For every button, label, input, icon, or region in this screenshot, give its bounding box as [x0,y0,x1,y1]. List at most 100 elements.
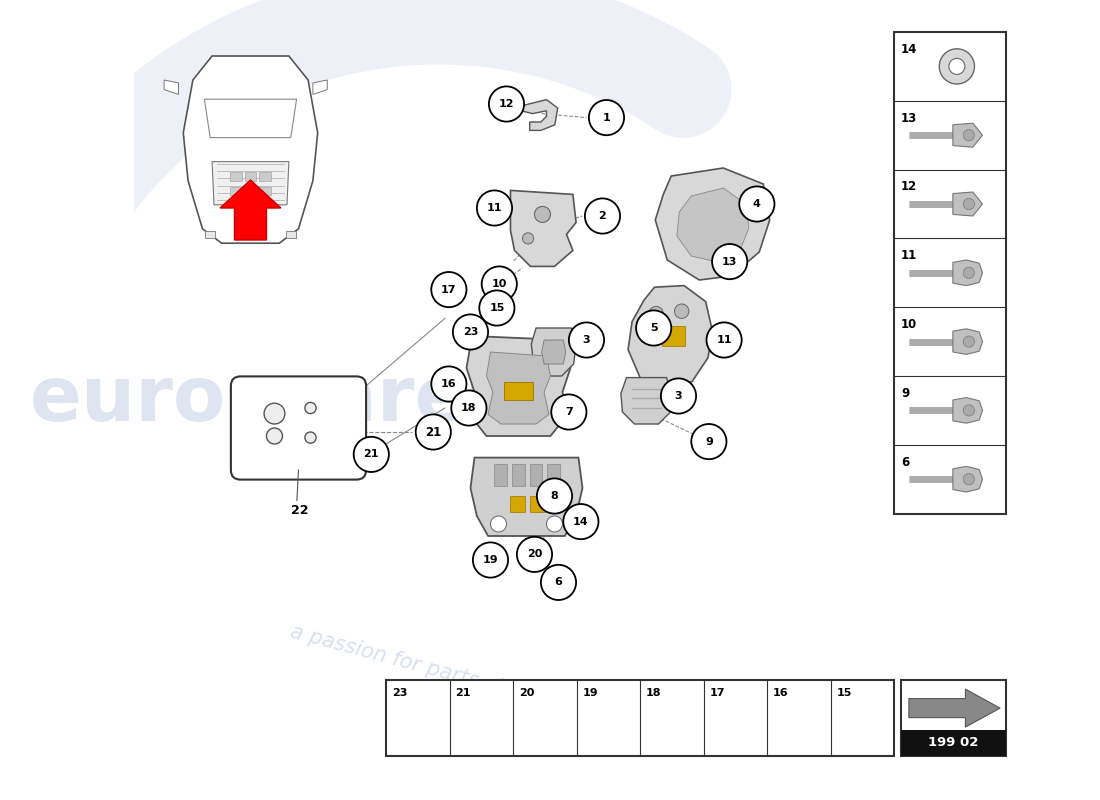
Circle shape [964,336,975,347]
Text: 19: 19 [483,555,498,565]
Circle shape [473,542,508,578]
Polygon shape [486,352,550,424]
Polygon shape [521,100,558,130]
Text: 10: 10 [492,279,507,289]
Text: 18: 18 [461,403,476,413]
Text: 20: 20 [519,688,535,698]
Circle shape [305,402,316,414]
Circle shape [522,233,534,244]
Text: 2: 2 [598,211,606,221]
Circle shape [949,58,965,74]
Circle shape [541,565,576,600]
Circle shape [431,272,466,307]
Circle shape [939,49,975,84]
Circle shape [661,378,696,414]
Text: 14: 14 [901,42,917,56]
Circle shape [416,414,451,450]
Circle shape [491,516,506,532]
Polygon shape [953,260,982,286]
Polygon shape [220,180,280,240]
Text: 16: 16 [441,379,456,389]
Text: 7: 7 [565,407,573,417]
Polygon shape [953,329,982,354]
Text: 11: 11 [901,249,917,262]
Circle shape [451,390,486,426]
Circle shape [674,304,689,318]
Circle shape [964,405,975,416]
Circle shape [964,267,975,278]
Bar [230,186,242,195]
Text: 9: 9 [901,386,909,400]
Circle shape [585,198,620,234]
Polygon shape [164,80,178,94]
Polygon shape [531,328,576,376]
Text: 23: 23 [463,327,478,337]
Text: 6: 6 [554,578,562,587]
Text: 14: 14 [573,517,588,526]
Polygon shape [953,192,982,216]
Circle shape [964,474,975,485]
Bar [206,230,214,238]
Circle shape [535,206,550,222]
Circle shape [354,437,389,472]
Polygon shape [953,398,982,423]
Polygon shape [312,80,328,94]
Text: 20: 20 [527,550,542,559]
Circle shape [477,190,513,226]
Circle shape [588,100,624,135]
Text: 8: 8 [551,491,559,501]
Circle shape [547,516,562,532]
Text: 10: 10 [901,318,917,331]
Bar [244,186,256,195]
Polygon shape [212,162,289,205]
Text: 22: 22 [292,504,309,517]
Bar [530,464,542,486]
Bar [510,496,525,512]
Circle shape [537,478,572,514]
Polygon shape [953,123,982,147]
Bar [894,32,1006,514]
Text: 12: 12 [901,180,917,194]
Text: 21: 21 [426,426,441,438]
Circle shape [739,186,774,222]
Polygon shape [620,378,672,424]
Text: 11: 11 [716,335,732,345]
Bar [901,730,1007,756]
Circle shape [488,86,524,122]
Text: 23: 23 [392,688,407,698]
Bar [386,680,894,756]
Circle shape [649,306,663,321]
Bar [548,464,560,486]
Circle shape [563,504,598,539]
Text: 16: 16 [773,688,789,698]
Text: 17: 17 [710,688,725,698]
Polygon shape [466,336,571,436]
Circle shape [964,130,975,141]
Polygon shape [656,168,770,280]
Polygon shape [628,286,712,390]
Polygon shape [471,458,583,536]
Circle shape [480,290,515,326]
Text: 15: 15 [837,688,852,698]
Circle shape [551,394,586,430]
Circle shape [264,403,285,424]
Circle shape [569,322,604,358]
Bar [230,172,242,181]
Text: eurospares: eurospares [30,363,513,437]
Text: 199 02: 199 02 [928,736,979,749]
Text: 17: 17 [441,285,456,294]
Polygon shape [510,190,576,266]
Circle shape [964,198,975,210]
Bar [286,230,296,238]
Bar [260,172,271,181]
Bar [901,680,1007,756]
Text: 21: 21 [455,688,471,698]
Circle shape [266,428,283,444]
Bar [504,382,532,400]
Circle shape [482,266,517,302]
Text: a passion for parts since 1985: a passion for parts since 1985 [288,622,597,722]
Text: 13: 13 [722,257,737,266]
Text: 1: 1 [603,113,611,122]
Circle shape [431,366,466,402]
Polygon shape [184,56,318,243]
